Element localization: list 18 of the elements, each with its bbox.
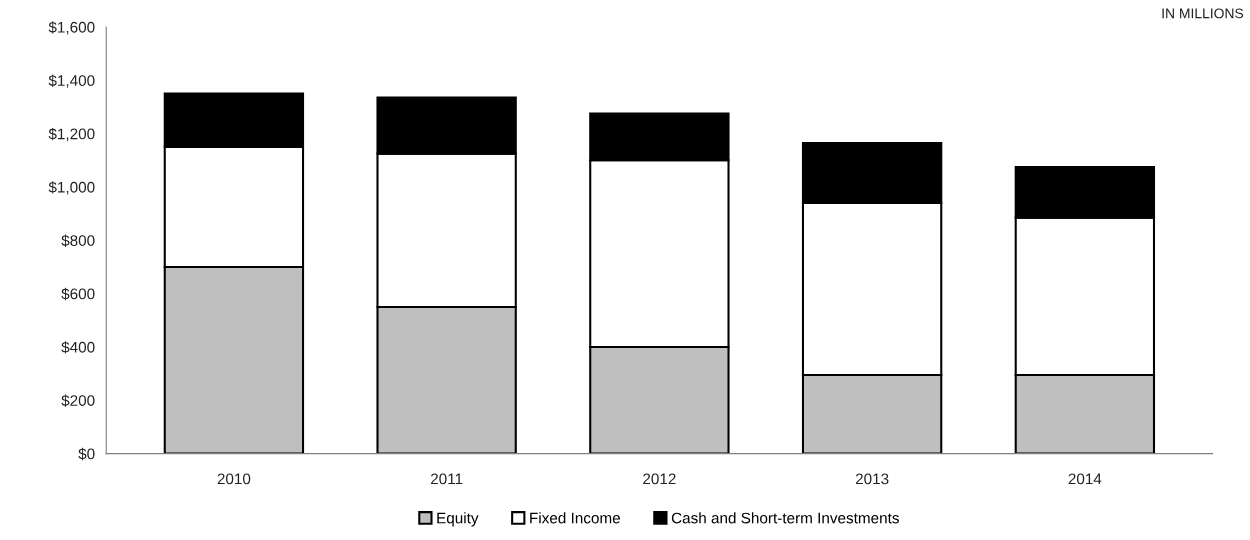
x-tick-label: 2011 [430,473,463,485]
y-tick-label: $200 [61,394,95,407]
y-tick-label: $1,600 [48,21,95,35]
x-tick-label: 2014 [1068,473,1102,485]
x-tick-label: 2012 [643,473,676,485]
y-tick-label: $0 [78,447,95,461]
y-tick-label: $1,000 [48,181,95,195]
y-tick-label: $600 [61,287,95,301]
legend-label: Fixed Income [530,512,620,524]
x-tick-label: 2010 [217,473,251,485]
x-tick-label: 2013 [855,473,889,485]
y-tick-label: $400 [61,341,95,354]
text: IN MILLIONS [1162,8,1244,19]
y-tick-label: $1,200 [48,127,95,142]
legend-label: Equity [437,512,479,527]
y-tick-label: $800 [61,234,95,247]
y-tick-label: $1,400 [48,74,95,88]
legend-label: Cash and Short-term Investments [671,512,899,524]
